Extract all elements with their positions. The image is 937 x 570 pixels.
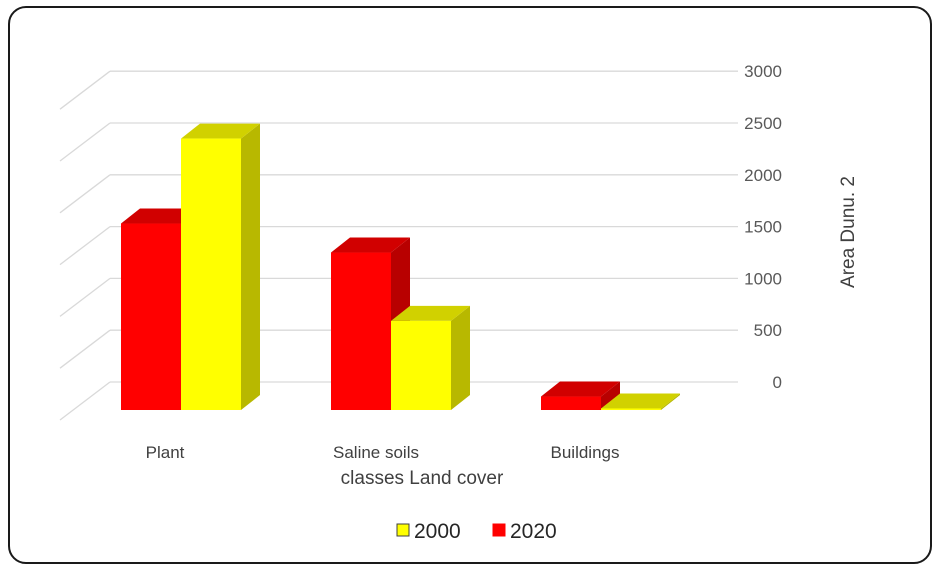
category-label: Plant: [146, 443, 185, 462]
y-tick-label: 2000: [744, 166, 782, 185]
legend: 2000 2020: [396, 520, 557, 543]
gridline-depth: [59, 277, 111, 317]
y-tick-label: 500: [754, 321, 782, 340]
y-axis-ticks: 0 500 1000 1500 2000 2500 3000: [744, 62, 782, 392]
legend-swatch: [396, 523, 410, 537]
y-tick-label: 0: [773, 373, 782, 392]
y-axis-label: Area Dunu. 2: [838, 176, 859, 288]
x-axis-label: classes Land cover: [341, 468, 504, 489]
y-tick-label: 2500: [744, 114, 782, 133]
legend-swatch: [492, 523, 506, 537]
x-axis-categories: Plant Saline soils Buildings: [146, 443, 620, 462]
gridline-depth: [59, 381, 111, 421]
bar-layer: [121, 123, 680, 411]
y-tick-label: 1500: [744, 218, 782, 237]
gridline-depth: [59, 174, 111, 214]
bar-2020-plant: [121, 208, 200, 410]
gridline-depth: [59, 122, 111, 162]
gridline-depth: [59, 70, 111, 110]
gridline-depth: [59, 226, 111, 266]
y-tick-label: 1000: [744, 269, 782, 288]
bar-2020-buildings: [541, 381, 620, 410]
bar-2000-buildings: [601, 393, 680, 410]
legend-item-2000: 2000: [396, 520, 461, 543]
category-label: Buildings: [551, 443, 620, 462]
bar-2000-plant: [181, 123, 260, 411]
legend-label: 2000: [414, 520, 461, 543]
category-label: Saline soils: [333, 443, 419, 462]
legend-label: 2020: [510, 520, 557, 543]
y-tick-label: 3000: [744, 62, 782, 81]
bar-2000-saline-soils: [391, 305, 470, 410]
gridline-depth: [59, 329, 111, 369]
legend-item-2020: 2020: [492, 520, 557, 543]
